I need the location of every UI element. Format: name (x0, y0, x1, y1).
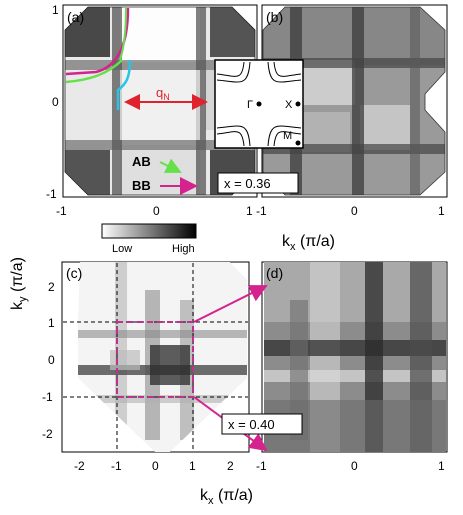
tick-cx-1: 1 (189, 459, 196, 473)
fermi-contour-green-short (119, 7, 127, 61)
fermi-contour-cyan (116, 59, 132, 110)
brillouin-zone-inset: Γ X M (214, 59, 304, 149)
top-x-ticks: -1 0 1 -1 0 1 (56, 204, 445, 218)
doping-label-top: x = 0.36 (217, 172, 299, 194)
bb-label: BB (132, 178, 151, 193)
d-x-ticks: -1 0 1 (256, 459, 445, 473)
panel-label-a: (a) (67, 9, 84, 25)
x-label: X (285, 99, 293, 111)
svg-text:x = 0.36: x = 0.36 (224, 176, 271, 191)
panel-label-b: (b) (266, 9, 283, 25)
kx-axis-label-top: kx (π/a) (282, 233, 335, 253)
ab-label: AB (132, 154, 151, 169)
tick-cy-1: 1 (48, 316, 55, 330)
panel-b: (b) (261, 4, 448, 198)
tick-ax-m1: -1 (56, 204, 67, 218)
fermi-contour-green (65, 59, 123, 84)
top-y-ticks: 1 0 -1 (46, 3, 59, 201)
panel-label-d: (d) (266, 265, 283, 281)
tick-bx-1: 1 (438, 204, 445, 218)
qn-label: qN (156, 85, 170, 102)
gamma-point (256, 101, 262, 107)
tick-dx-0: 0 (351, 459, 358, 473)
tick-y-0: 0 (52, 95, 59, 109)
tick-y-m1: -1 (46, 187, 57, 201)
x-point (295, 101, 301, 107)
panel-a: qN AB BB (a) (62, 4, 258, 198)
panel-c: (c) (61, 261, 250, 453)
m-label: M (283, 130, 292, 142)
tick-dx-m1: -1 (256, 459, 267, 473)
tick-y-1: 1 (52, 3, 59, 17)
gamma-label: Γ (247, 99, 253, 111)
c-x-ticks: -2 -1 0 1 2 (74, 459, 234, 473)
ab-arrow (159, 158, 182, 173)
m-point (295, 140, 301, 146)
tick-bx-m1: -1 (256, 204, 267, 218)
tick-ax-1: 1 (246, 204, 253, 218)
fermi-contour-magenta (65, 7, 130, 76)
colorbar-high: High (172, 243, 195, 255)
svg-text:x = 0.40: x = 0.40 (228, 417, 275, 432)
colorbar: Low High (101, 223, 197, 255)
doping-label-bottom: x = 0.40 (221, 413, 303, 435)
tick-ax-0: 0 (153, 204, 160, 218)
kx-axis-label-bottom: kx (π/a) (200, 487, 253, 507)
tick-cy-m2: -2 (42, 427, 53, 441)
tick-cy-2: 2 (48, 280, 55, 294)
tick-cy-m1: -1 (42, 390, 53, 404)
tick-dx-1: 1 (438, 459, 445, 473)
tick-cx-0: 0 (152, 459, 159, 473)
zoom-arrow-top (193, 285, 268, 323)
ky-axis-label: ky (π/a) (9, 257, 29, 310)
panel-label-c: (c) (66, 265, 82, 281)
tick-bx-0: 0 (351, 204, 358, 218)
zoom-box (116, 321, 194, 398)
tick-cy-0: 0 (48, 353, 55, 367)
bottom-y-ticks: 2 1 0 -1 -2 (42, 280, 55, 441)
tick-cx-m2: -2 (74, 459, 85, 473)
tick-cx-m1: -1 (111, 459, 122, 473)
colorbar-low: Low (112, 243, 132, 255)
tick-cx-2: 2 (227, 459, 234, 473)
